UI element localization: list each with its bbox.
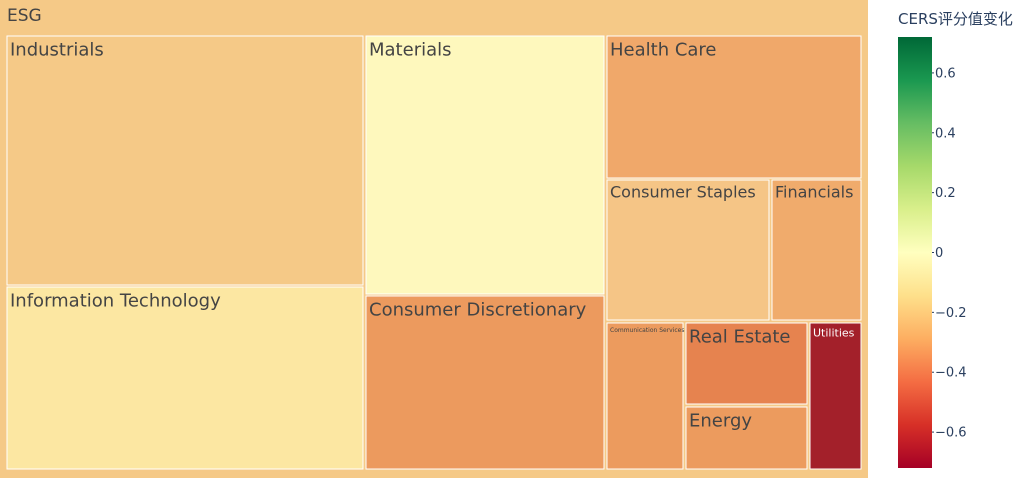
tile-rect[interactable] [771,179,862,321]
colorbar-tick-label: 0.4 [935,126,956,141]
tile-label: Materials [369,39,452,60]
tile-rect[interactable] [685,406,808,470]
tile-information-technology[interactable]: Information Technology [6,286,364,470]
tile-consumer-staples[interactable]: Consumer Staples [606,179,770,321]
root-label: ESG [7,6,42,26]
tile-rect[interactable] [365,35,605,295]
tile-rect[interactable] [365,295,605,470]
tile-label: Consumer Discretionary [369,299,587,320]
colorbar-gradient [898,37,932,468]
tile-label: Consumer Staples [610,183,756,202]
colorbar-tick-label: −0.4 [935,366,967,381]
tile-label: Communication Services [610,327,685,334]
colorbar-title: CERS评分值变化 [898,10,1013,28]
tile-materials[interactable]: Materials [365,35,605,295]
tile-rect[interactable] [606,322,684,470]
tile-real-estate[interactable]: Real Estate [685,322,808,405]
tile-label: Industrials [10,39,104,60]
tile-rect[interactable] [809,322,862,470]
tile-communication-services[interactable]: Communication Services [606,322,685,470]
colorbar-tick-label: 0 [935,246,943,261]
tile-consumer-discretionary[interactable]: Consumer Discretionary [365,295,605,470]
colorbar-tick-label: −0.6 [935,426,967,441]
colorbar-tick-label: −0.2 [935,306,967,321]
tile-rect[interactable] [606,179,770,321]
tile-label: Energy [689,410,752,431]
tile-rect[interactable] [6,35,364,286]
treemap-area: ESG Industrials Information Technology Mat… [0,0,868,478]
colorbar-tick-label: 0.2 [935,186,956,201]
tile-utilities[interactable]: Utilities [809,322,862,470]
tile-rect[interactable] [685,322,808,405]
tile-label: Health Care [610,39,717,60]
tile-rect[interactable] [6,286,364,470]
tile-label: Financials [775,183,853,202]
tile-rect[interactable] [606,35,862,179]
tile-label: Utilities [813,326,855,339]
colorbar-tick-label: 0.6 [935,66,956,81]
colorbar: CERS评分值变化 0.6 0.4 0.2 0 −0.2 −0.4 −0.6 [898,10,1013,468]
tile-health-care[interactable]: Health Care [606,35,862,179]
tile-financials[interactable]: Financials [771,179,862,321]
tile-label: Real Estate [689,326,791,347]
tile-label: Information Technology [10,290,221,311]
tile-energy[interactable]: Energy [685,406,808,470]
tile-industrials[interactable]: Industrials [6,35,364,286]
